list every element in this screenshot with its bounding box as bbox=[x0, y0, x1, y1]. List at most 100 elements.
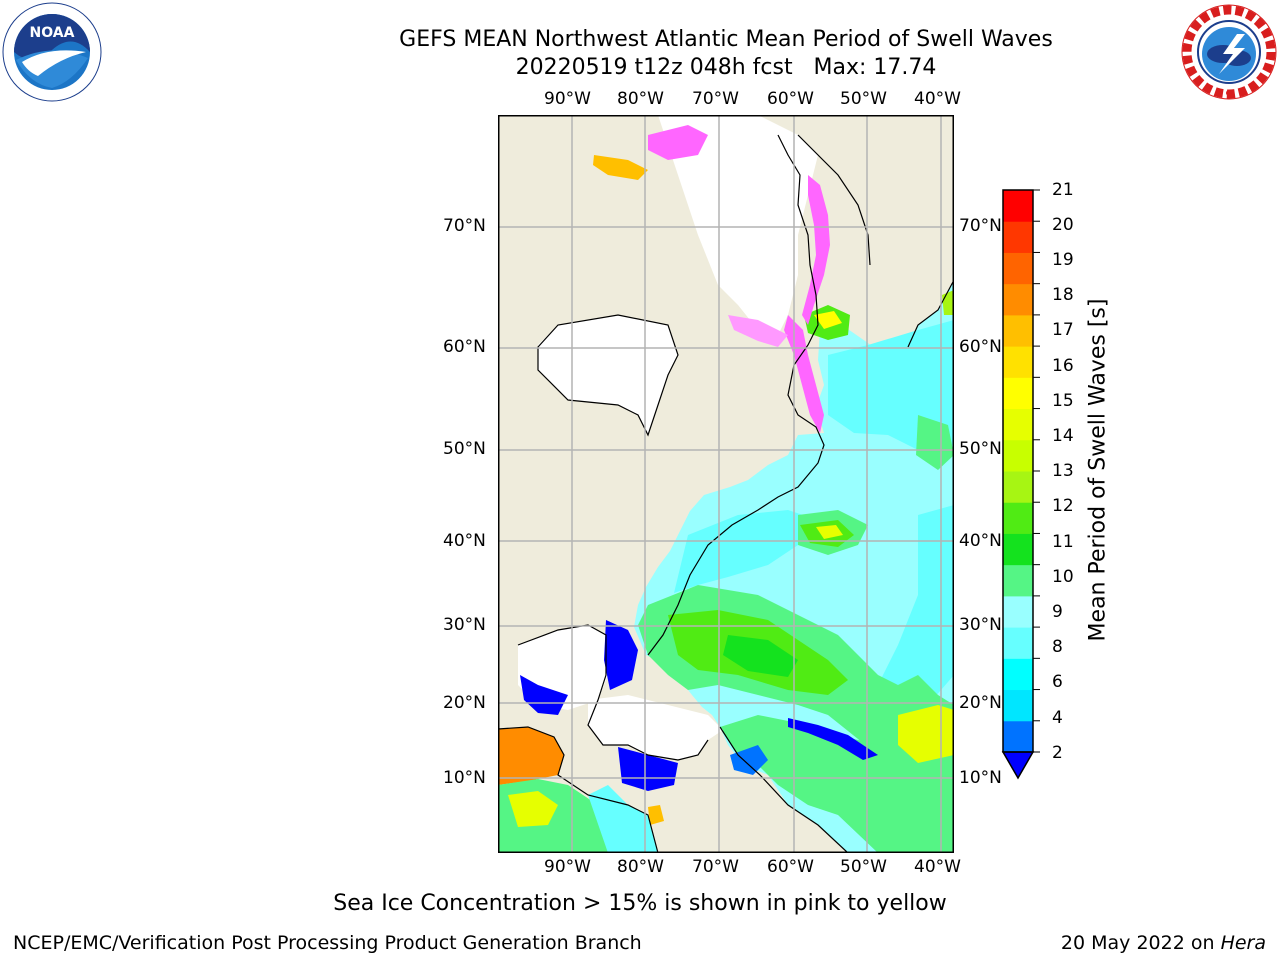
swell-yellow-labrador bbox=[814, 311, 842, 329]
colorbar bbox=[1000, 186, 1040, 786]
pacific-orange bbox=[498, 727, 564, 785]
caribbean-nodata bbox=[588, 695, 723, 760]
colorbar-tick-18: 18 bbox=[1052, 285, 1074, 305]
footer-left: NCEP/EMC/Verification Post Processing Pr… bbox=[13, 932, 642, 954]
colorbar-segment bbox=[1003, 314, 1033, 347]
colorbar-tick-4: 4 bbox=[1052, 708, 1063, 728]
pacific-orange-spot bbox=[648, 805, 664, 825]
colorbar-tick-21: 21 bbox=[1052, 180, 1074, 200]
colorbar-tick-12: 12 bbox=[1052, 496, 1074, 516]
lon-label-top-50w: 50°W bbox=[840, 89, 887, 109]
lat-label-left-60n: 60°N bbox=[443, 337, 486, 357]
swell-tropical-blue bbox=[730, 745, 768, 775]
caribbean-blue-patch bbox=[618, 747, 678, 791]
title-line-1: GEFS MEAN Northwest Atlantic Mean Period… bbox=[399, 27, 1053, 52]
colorbar-tick-13: 13 bbox=[1052, 461, 1074, 481]
lon-label-bottom-80w: 80°W bbox=[617, 857, 664, 877]
colorbar-segment bbox=[1003, 252, 1033, 285]
gulf-blue-west bbox=[520, 675, 568, 715]
colorbar-tick-11: 11 bbox=[1052, 532, 1074, 552]
sea-ice-arctic-pink bbox=[648, 125, 708, 160]
sea-ice-arctic-yellow bbox=[593, 155, 648, 180]
colorbar-segment bbox=[1003, 720, 1033, 753]
colorbar-tick-19: 19 bbox=[1052, 250, 1074, 270]
colorbar-segment bbox=[1003, 408, 1033, 441]
swell-tropical-deepblue bbox=[788, 718, 878, 760]
map-panel bbox=[498, 115, 954, 853]
lon-label-bottom-60w: 60°W bbox=[767, 857, 814, 877]
colorbar-tick-15: 15 bbox=[1052, 391, 1074, 411]
gulf-blue-patch bbox=[604, 620, 638, 690]
lon-label-bottom-90w: 90°W bbox=[544, 857, 591, 877]
colorbar-tick-2: 2 bbox=[1052, 743, 1063, 763]
colorbar-segment bbox=[1003, 502, 1033, 534]
colorbar-segment bbox=[1003, 190, 1033, 222]
colorbar-segment bbox=[1003, 689, 1033, 722]
colorbar-tick-10: 10 bbox=[1052, 567, 1074, 587]
lat-label-right-50n: 50°N bbox=[959, 439, 1002, 459]
coastlines bbox=[498, 134, 954, 853]
atlantic-swell-cyan-band bbox=[674, 510, 818, 593]
nws-logo-icon bbox=[1179, 2, 1279, 102]
colorbar-segment bbox=[1003, 221, 1033, 253]
lat-label-right-30n: 30°N bbox=[959, 615, 1002, 635]
colorbar-segment bbox=[1003, 283, 1033, 316]
lat-label-left-20n: 20°N bbox=[443, 693, 486, 713]
lon-label-top-40w: 40°W bbox=[914, 89, 961, 109]
lat-label-right-60n: 60°N bbox=[959, 337, 1002, 357]
arctic-nodata bbox=[658, 115, 818, 335]
lat-label-right-40n: 40°N bbox=[959, 531, 1002, 551]
map-frame bbox=[498, 115, 954, 853]
swell-green-bright bbox=[723, 635, 798, 677]
lon-label-top-70w: 70°W bbox=[692, 89, 739, 109]
colorbar-segment bbox=[1003, 564, 1033, 597]
footer-machine: Hera bbox=[1220, 932, 1266, 954]
hudson-bay-nodata bbox=[538, 315, 678, 435]
lat-label-left-70n: 70°N bbox=[443, 216, 486, 236]
sea-ice-note: Sea Ice Concentration > 15% is shown in … bbox=[333, 891, 947, 916]
title-line-2: 20220519 t12z 048h fcst Max: 17.74 bbox=[515, 55, 937, 80]
atlantic-swell-cyan-east bbox=[878, 505, 954, 715]
lat-label-left-30n: 30°N bbox=[443, 615, 486, 635]
colorbar-segment bbox=[1003, 533, 1033, 566]
colorbar-segment bbox=[1003, 658, 1033, 691]
colorbar-segment bbox=[1003, 439, 1033, 472]
graticule bbox=[498, 115, 954, 853]
colorbar-label: Mean Period of Swell Waves [s] bbox=[1085, 298, 1111, 642]
colorbar-tick-9: 9 bbox=[1052, 602, 1063, 622]
sea-ice-baffin-edge bbox=[802, 175, 830, 325]
footer-right: 20 May 2022 on Hera bbox=[1061, 932, 1266, 954]
lat-label-right-10n: 10°N bbox=[959, 768, 1002, 788]
swell-yellow-north bbox=[816, 525, 843, 539]
lon-label-bottom-50w: 50°W bbox=[840, 857, 887, 877]
lon-label-top-90w: 90°W bbox=[544, 89, 591, 109]
swell-caribbean-yellow bbox=[898, 705, 954, 763]
pacific-yellow bbox=[508, 791, 558, 827]
sea-ice-hudson-edge bbox=[728, 315, 788, 347]
lat-label-left-10n: 10°N bbox=[443, 768, 486, 788]
colorbar-segment bbox=[1003, 346, 1033, 378]
lat-label-left-40n: 40°N bbox=[443, 531, 486, 551]
lon-label-bottom-70w: 70°W bbox=[692, 857, 739, 877]
colorbar-tick-17: 17 bbox=[1052, 320, 1074, 340]
colorbar-segment bbox=[1003, 377, 1033, 410]
colorbar-tick-6: 6 bbox=[1052, 672, 1063, 692]
colorbar-segment bbox=[1003, 595, 1033, 628]
colorbar-tick-8: 8 bbox=[1052, 637, 1063, 657]
lon-label-top-60w: 60°W bbox=[767, 89, 814, 109]
lon-label-bottom-40w: 40°W bbox=[914, 857, 961, 877]
colorbar-under-extension bbox=[1001, 751, 1035, 780]
colorbar-tick-16: 16 bbox=[1052, 356, 1074, 376]
colorbar-tick-20: 20 bbox=[1052, 215, 1074, 235]
swell-green-east-mid bbox=[916, 415, 954, 470]
noaa-logo-icon: NOAA bbox=[2, 2, 102, 102]
lon-label-top-80w: 80°W bbox=[617, 89, 664, 109]
noaa-logo-text: NOAA bbox=[30, 25, 75, 41]
lat-label-left-50n: 50°N bbox=[443, 439, 486, 459]
lat-label-right-70n: 70°N bbox=[959, 216, 1002, 236]
pacific-cyan bbox=[588, 785, 658, 853]
footer-date: 20 May 2022 on bbox=[1060, 932, 1221, 954]
lat-label-right-20n: 20°N bbox=[959, 693, 1002, 713]
colorbar-tick-14: 14 bbox=[1052, 426, 1074, 446]
swell-caribbean-green bbox=[720, 715, 954, 853]
